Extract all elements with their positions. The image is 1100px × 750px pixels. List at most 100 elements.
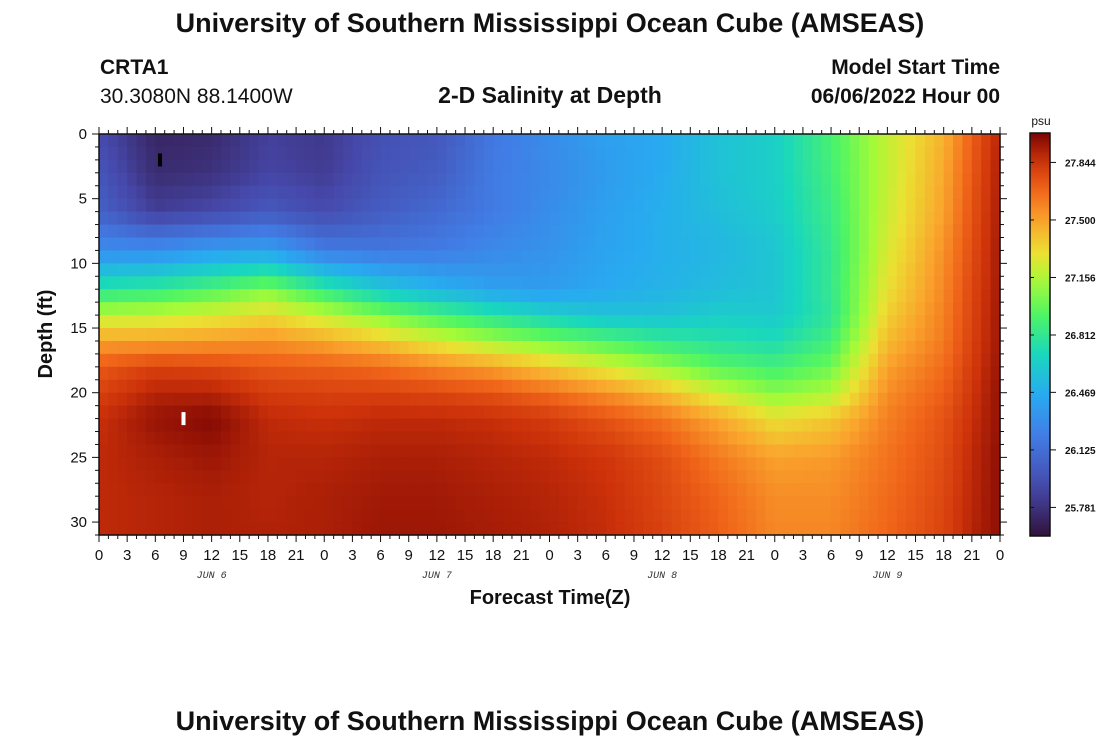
x-tick-label: 15 bbox=[231, 547, 248, 564]
heatmap-cell bbox=[662, 353, 673, 368]
heatmap-cell bbox=[990, 198, 1001, 213]
heatmap-cell bbox=[877, 483, 888, 497]
heatmap-cell bbox=[568, 340, 579, 355]
heatmap-cell bbox=[108, 263, 119, 277]
heatmap-cell bbox=[155, 237, 166, 252]
heatmap-cell bbox=[202, 431, 213, 446]
heatmap-cell bbox=[399, 522, 410, 536]
heatmap-cell bbox=[99, 418, 109, 433]
heatmap-cell bbox=[427, 379, 438, 394]
heatmap-cell bbox=[727, 134, 738, 148]
heatmap-cell bbox=[981, 483, 992, 497]
heatmap-cell bbox=[549, 263, 560, 277]
heatmap-cell bbox=[868, 483, 879, 497]
heatmap-cell bbox=[389, 392, 400, 407]
heatmap-cell bbox=[934, 496, 945, 510]
heatmap-cell bbox=[333, 134, 344, 148]
heatmap-cell bbox=[859, 289, 870, 303]
heatmap-cell bbox=[230, 522, 241, 536]
heatmap-cell bbox=[380, 250, 391, 264]
heatmap-cell bbox=[652, 224, 663, 239]
heatmap-cell bbox=[577, 353, 588, 368]
colorbar-tick-label: 27.156 bbox=[1065, 273, 1096, 284]
heatmap-cell bbox=[493, 211, 504, 226]
heatmap-cell bbox=[474, 509, 485, 523]
heatmap-cell bbox=[746, 328, 757, 342]
heatmap-cell bbox=[558, 302, 569, 316]
heatmap-cell bbox=[981, 237, 992, 252]
heatmap-cell bbox=[399, 496, 410, 510]
heatmap-cell bbox=[436, 198, 447, 213]
heatmap-cell bbox=[483, 315, 494, 329]
heatmap-cell bbox=[333, 392, 344, 407]
heatmap-cell bbox=[793, 134, 804, 148]
heatmap-cell bbox=[643, 302, 654, 316]
heatmap-cell bbox=[784, 146, 795, 161]
heatmap-cell bbox=[671, 405, 682, 420]
heatmap-cell bbox=[399, 418, 410, 433]
heatmap-cell bbox=[324, 457, 335, 471]
heatmap-cell bbox=[765, 289, 776, 303]
data-marker bbox=[158, 153, 162, 167]
heatmap-cell bbox=[962, 340, 973, 355]
heatmap-cell bbox=[108, 470, 119, 484]
heatmap-cell bbox=[605, 302, 616, 316]
heatmap-cell bbox=[436, 159, 447, 174]
heatmap-cell bbox=[117, 483, 128, 497]
heatmap-cell bbox=[962, 457, 973, 471]
x-tick-label: 12 bbox=[879, 547, 896, 564]
heatmap-cell bbox=[296, 353, 307, 368]
heatmap-cell bbox=[727, 263, 738, 277]
heatmap-cell bbox=[690, 405, 701, 420]
heatmap-cell bbox=[737, 302, 748, 316]
heatmap-cell bbox=[887, 366, 898, 381]
heatmap-cell bbox=[793, 250, 804, 264]
heatmap-cell bbox=[812, 276, 823, 290]
heatmap-cell bbox=[202, 237, 213, 252]
heatmap-cell bbox=[699, 444, 710, 458]
heatmap-cell bbox=[981, 328, 992, 342]
heatmap-cell bbox=[343, 444, 354, 458]
heatmap-cell bbox=[690, 185, 701, 200]
heatmap-cell bbox=[737, 392, 748, 407]
heatmap-cell bbox=[990, 250, 1001, 264]
heatmap-cell bbox=[831, 340, 842, 355]
heatmap-cell bbox=[511, 418, 522, 433]
x-tick-label: 18 bbox=[935, 547, 952, 564]
heatmap-cell bbox=[859, 340, 870, 355]
heatmap-cell bbox=[549, 250, 560, 264]
heatmap-cell bbox=[727, 276, 738, 290]
heatmap-cell bbox=[164, 496, 175, 510]
heatmap-cell bbox=[296, 379, 307, 394]
heatmap-cell bbox=[352, 405, 363, 420]
heatmap-cell bbox=[568, 457, 579, 471]
heatmap-cell bbox=[774, 276, 785, 290]
heatmap-cell bbox=[859, 379, 870, 394]
heatmap-cell bbox=[765, 340, 776, 355]
heatmap-cell bbox=[108, 185, 119, 200]
heatmap-cell bbox=[962, 263, 973, 277]
heatmap-cell bbox=[427, 237, 438, 252]
heatmap-cell bbox=[924, 328, 935, 342]
heatmap-cell bbox=[352, 340, 363, 355]
heatmap-cell bbox=[502, 470, 513, 484]
heatmap-cell bbox=[868, 392, 879, 407]
heatmap-cell bbox=[915, 302, 926, 316]
heatmap-cell bbox=[324, 302, 335, 316]
heatmap-cell bbox=[408, 431, 419, 446]
heatmap-cell bbox=[483, 470, 494, 484]
heatmap-cell bbox=[859, 224, 870, 239]
heatmap-cell bbox=[906, 211, 917, 226]
heatmap-cell bbox=[840, 483, 851, 497]
heatmap-cell bbox=[483, 418, 494, 433]
heatmap-cell bbox=[652, 276, 663, 290]
heatmap-cell bbox=[690, 496, 701, 510]
heatmap-cell bbox=[774, 134, 785, 148]
heatmap-cell bbox=[108, 405, 119, 420]
heatmap-cell bbox=[305, 328, 316, 342]
heatmap-cell bbox=[812, 457, 823, 471]
heatmap-cell bbox=[455, 211, 466, 226]
heatmap-cell bbox=[924, 483, 935, 497]
heatmap-cell bbox=[596, 185, 607, 200]
heatmap-cell bbox=[258, 302, 269, 316]
